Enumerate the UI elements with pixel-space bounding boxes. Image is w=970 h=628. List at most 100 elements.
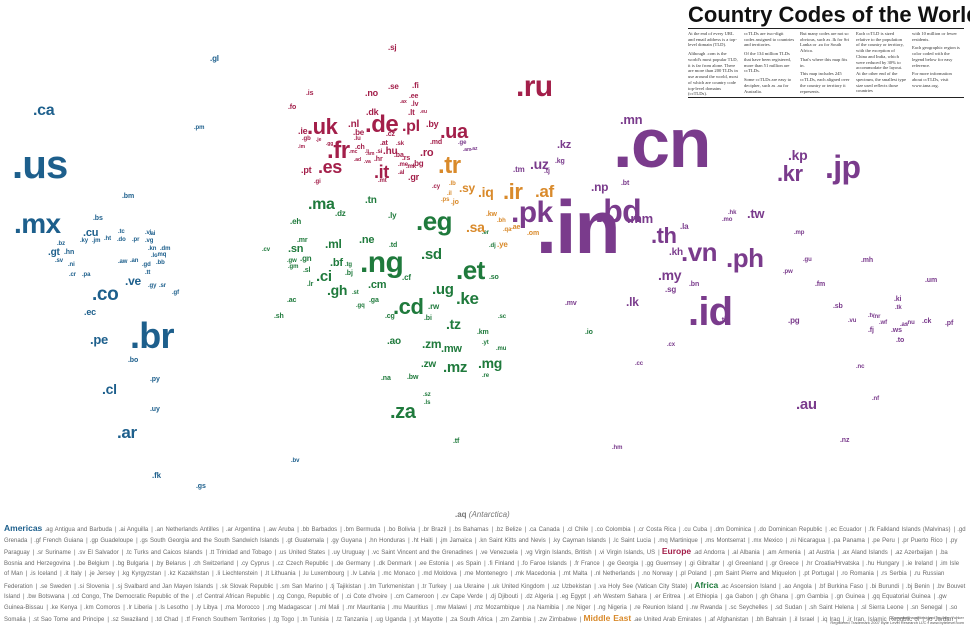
tld-label-fo: .fo bbox=[288, 104, 297, 111]
tld-label-dj: .dj bbox=[489, 243, 496, 249]
legend-entry: .gl Greenland bbox=[726, 560, 764, 567]
legend-entry: .fr France bbox=[573, 560, 600, 567]
legend-entry: .je Jersey bbox=[88, 571, 115, 577]
tld-label-bh: .bh bbox=[497, 218, 506, 224]
legend-entry: .rs Serbia bbox=[880, 571, 907, 577]
legend-entry: .zm Zambia bbox=[499, 617, 532, 623]
legend-entry: .mz Mozambique bbox=[473, 604, 520, 611]
tld-label-pe: .pe bbox=[90, 332, 109, 347]
tld-label-gs: .gs bbox=[196, 483, 206, 490]
legend-entry: .gr Greece bbox=[769, 560, 799, 567]
tld-label-ke: .ke bbox=[456, 289, 479, 308]
legend-entry: .bv Bouvet Island bbox=[4, 583, 966, 601]
tld-label-va: .va bbox=[364, 159, 371, 165]
tld-label-ck: .ck bbox=[922, 318, 932, 325]
legend-region-title: Middle East bbox=[583, 613, 632, 623]
legend-entry: .sl Sierra Leone bbox=[860, 604, 904, 611]
tld-label-gd: .gd bbox=[142, 262, 151, 268]
legend-entry: .af Afghanistan bbox=[708, 617, 749, 623]
legend-entry: .bb Barbados bbox=[300, 527, 338, 533]
legend-entry: .ru Russian Federation bbox=[4, 571, 945, 590]
legend-entry: .cy Cyprus bbox=[240, 560, 270, 567]
legend-entry: .mk Macedonia bbox=[514, 571, 556, 577]
tld-label-co: .co bbox=[92, 284, 119, 305]
intro-paragraph: with 10 million or fewer residents. bbox=[912, 31, 957, 42]
legend-entry: .vc Saint Vincent and the Grenadines bbox=[371, 550, 473, 556]
legend-entry: .fk Falkland Islands (Malvinas) bbox=[868, 527, 951, 533]
tld-label-lr: .lr bbox=[307, 281, 314, 288]
tld-label-bg: .bg bbox=[412, 159, 424, 168]
tld-label-mq: .mq bbox=[156, 252, 167, 258]
tld-label-mn: .mn bbox=[620, 112, 643, 127]
tld-label-tv: .tv bbox=[868, 313, 875, 319]
antarctica-label: .aq (Antarctica) bbox=[455, 510, 510, 519]
tld-label-ru: .ru bbox=[516, 70, 553, 103]
legend-entry: .zw Zimbabwe bbox=[537, 617, 577, 623]
tld-label-na: .na bbox=[381, 375, 391, 382]
legend-entry: .im Isle of Man bbox=[4, 560, 960, 578]
legend-entry: .cd Congo, The Democratic Republic of th… bbox=[71, 594, 189, 600]
legend-entry: .sm San Marino bbox=[280, 583, 324, 590]
legend-entry: .us United States bbox=[278, 550, 326, 556]
legend-entry: .dm Dominica bbox=[713, 527, 752, 533]
legend-region-title: Americas bbox=[4, 523, 43, 533]
tld-label-se: .se bbox=[388, 82, 399, 91]
legend-entry: .br Brazil bbox=[422, 527, 447, 533]
tld-label-km: .km bbox=[477, 329, 489, 336]
tld-label-al: .al bbox=[398, 170, 405, 176]
legend-entry: .lt Lithuania bbox=[264, 571, 296, 577]
legend-entry: .uz Uzbekistan bbox=[551, 583, 592, 590]
legend-entry: .sd Sudan bbox=[774, 604, 803, 611]
tld-label-lk: .lk bbox=[626, 295, 639, 309]
tld-label-ua: .ua bbox=[440, 121, 468, 143]
legend-entry: .az Azerbaijan bbox=[894, 550, 933, 556]
tld-label-to: .to bbox=[896, 337, 905, 344]
tld-label-tf: .tf bbox=[453, 438, 460, 445]
tld-label-mt: .mt bbox=[378, 178, 387, 184]
tld-label-mx: .mx bbox=[14, 208, 61, 239]
legend: Americas .ag Antigua and Barbuda | .ai An… bbox=[4, 523, 966, 628]
legend-entry: .tr Turkey bbox=[421, 583, 447, 590]
tld-label-fm: .fm bbox=[815, 281, 826, 288]
legend-entry: .lc Saint Lucia bbox=[612, 537, 651, 544]
tld-label-ai: .ai bbox=[149, 231, 156, 237]
legend-entry: .ht Haiti bbox=[411, 537, 433, 544]
legend-entry: .gs South Georgia and the South Sandwich… bbox=[139, 537, 280, 544]
legend-entry: .is Iceland bbox=[29, 571, 58, 577]
tld-label-eu: .eu bbox=[420, 109, 427, 115]
tld-label-pg: .pg bbox=[788, 316, 800, 325]
legend-entry: .hu Hungary bbox=[866, 560, 900, 567]
tld-label-do: .do bbox=[117, 237, 126, 243]
tld-label-re: .re bbox=[482, 373, 489, 379]
intro-paragraph: This map includes 245 ccTLDs, each align… bbox=[800, 71, 850, 94]
tld-label-tt: .tt bbox=[145, 270, 151, 276]
intro-paragraph: Some ccTLDs are easy to decipher, such a… bbox=[744, 77, 792, 94]
legend-entry: .uk United Kingdom bbox=[491, 583, 545, 590]
tld-label-kw: .kw bbox=[486, 211, 497, 218]
legend-entry: .am Armenia bbox=[766, 550, 801, 556]
antarctica-code: .aq bbox=[455, 510, 467, 519]
legend-entry: .cf Central African Republic bbox=[195, 594, 270, 600]
tld-label-tz: .tz bbox=[446, 316, 461, 332]
legend-entry: .cg Congo, Republic of bbox=[276, 594, 339, 600]
legend-entry: .tt Trinidad and Tobago bbox=[209, 550, 272, 556]
legend-entry: .ad Andorra bbox=[693, 550, 725, 556]
tld-label-kz: .kz bbox=[557, 139, 572, 151]
legend-entry: .gy Guyana bbox=[330, 537, 362, 544]
tld-label-aw: .aw bbox=[118, 259, 128, 265]
legend-entry: .ms Montserrat bbox=[704, 537, 746, 544]
tld-label-bj: .bj bbox=[345, 270, 353, 277]
legend-entry: .nl Netherlands bbox=[594, 571, 636, 577]
legend-entry: .gn Guinea bbox=[834, 594, 865, 600]
tld-label-nc: .nc bbox=[856, 364, 865, 370]
legend-entry: .sh Saint Helena bbox=[808, 604, 854, 611]
tld-label-gq: .gq bbox=[356, 303, 365, 309]
legend-entry: .sv El Salvador bbox=[77, 550, 119, 556]
tld-label-zw: .zw bbox=[421, 359, 436, 370]
legend-entry: .lv Latvia bbox=[350, 571, 376, 577]
tld-label-mc: .mc bbox=[349, 149, 358, 155]
tld-label-mo: .mo bbox=[722, 217, 733, 223]
legend-entry: .ly Libya bbox=[195, 604, 218, 611]
tld-label-jm: .jm bbox=[92, 238, 101, 244]
tld-label-li: .li bbox=[365, 149, 369, 155]
